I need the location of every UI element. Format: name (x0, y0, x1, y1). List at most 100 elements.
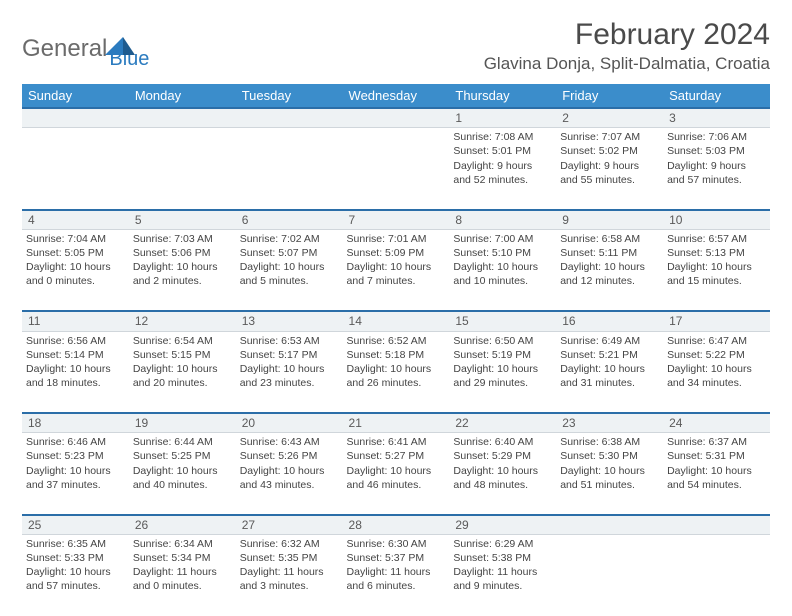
day-number: 12 (129, 311, 236, 331)
sunrise-line: Sunrise: 6:56 AM (26, 334, 125, 348)
day-number: 17 (663, 311, 770, 331)
sunset-line: Sunset: 5:23 PM (26, 449, 125, 463)
daylight-line-2: and 2 minutes. (133, 274, 232, 288)
day-number: 18 (22, 413, 129, 433)
day-number: 2 (556, 108, 663, 128)
day-cell: Sunrise: 6:52 AMSunset: 5:18 PMDaylight:… (343, 331, 450, 413)
day-number-row: 45678910 (22, 210, 770, 230)
sunset-line: Sunset: 5:38 PM (453, 551, 552, 565)
daylight-line-1: Daylight: 10 hours (667, 464, 766, 478)
day-cell (22, 128, 129, 210)
sunrise-line: Sunrise: 6:50 AM (453, 334, 552, 348)
day-number: 28 (343, 515, 450, 535)
day-number: 10 (663, 210, 770, 230)
sunrise-line: Sunrise: 7:06 AM (667, 130, 766, 144)
day-cell: Sunrise: 7:00 AMSunset: 5:10 PMDaylight:… (449, 229, 556, 311)
daylight-line-2: and 18 minutes. (26, 376, 125, 390)
sunset-line: Sunset: 5:26 PM (240, 449, 339, 463)
weekday-header: Tuesday (236, 84, 343, 108)
day-number: 23 (556, 413, 663, 433)
day-data-row: Sunrise: 6:56 AMSunset: 5:14 PMDaylight:… (22, 331, 770, 413)
sunset-line: Sunset: 5:05 PM (26, 246, 125, 260)
sunrise-line: Sunrise: 7:08 AM (453, 130, 552, 144)
daylight-line-1: Daylight: 10 hours (453, 362, 552, 376)
daylight-line-2: and 12 minutes. (560, 274, 659, 288)
daylight-line-1: Daylight: 10 hours (667, 260, 766, 274)
day-cell: Sunrise: 7:01 AMSunset: 5:09 PMDaylight:… (343, 229, 450, 311)
sunrise-line: Sunrise: 6:32 AM (240, 537, 339, 551)
daylight-line-1: Daylight: 10 hours (560, 362, 659, 376)
day-cell: Sunrise: 6:38 AMSunset: 5:30 PMDaylight:… (556, 433, 663, 515)
day-cell: Sunrise: 6:56 AMSunset: 5:14 PMDaylight:… (22, 331, 129, 413)
day-number (663, 515, 770, 535)
day-number: 6 (236, 210, 343, 230)
daylight-line-2: and 40 minutes. (133, 478, 232, 492)
day-number: 21 (343, 413, 450, 433)
day-number: 5 (129, 210, 236, 230)
sunrise-line: Sunrise: 7:01 AM (347, 232, 446, 246)
daylight-line-2: and 51 minutes. (560, 478, 659, 492)
daylight-line-1: Daylight: 10 hours (26, 260, 125, 274)
sunrise-line: Sunrise: 6:49 AM (560, 334, 659, 348)
daylight-line-1: Daylight: 11 hours (453, 565, 552, 579)
daylight-line-2: and 46 minutes. (347, 478, 446, 492)
day-number: 7 (343, 210, 450, 230)
daylight-line-2: and 54 minutes. (667, 478, 766, 492)
day-cell (129, 128, 236, 210)
day-cell: Sunrise: 6:35 AMSunset: 5:33 PMDaylight:… (22, 534, 129, 616)
daylight-line-1: Daylight: 10 hours (453, 260, 552, 274)
daylight-line-1: Daylight: 11 hours (347, 565, 446, 579)
daylight-line-2: and 0 minutes. (133, 579, 232, 593)
sunrise-line: Sunrise: 6:47 AM (667, 334, 766, 348)
sunrise-line: Sunrise: 7:02 AM (240, 232, 339, 246)
daylight-line-1: Daylight: 10 hours (560, 464, 659, 478)
daylight-line-1: Daylight: 9 hours (560, 159, 659, 173)
weekday-header: Monday (129, 84, 236, 108)
day-cell: Sunrise: 6:54 AMSunset: 5:15 PMDaylight:… (129, 331, 236, 413)
day-cell: Sunrise: 7:07 AMSunset: 5:02 PMDaylight:… (556, 128, 663, 210)
daylight-line-1: Daylight: 10 hours (240, 260, 339, 274)
daylight-line-2: and 37 minutes. (26, 478, 125, 492)
daylight-line-1: Daylight: 10 hours (667, 362, 766, 376)
location-text: Glavina Donja, Split-Dalmatia, Croatia (484, 54, 770, 74)
daylight-line-2: and 20 minutes. (133, 376, 232, 390)
daylight-line-2: and 29 minutes. (453, 376, 552, 390)
sunset-line: Sunset: 5:09 PM (347, 246, 446, 260)
day-number: 14 (343, 311, 450, 331)
sunrise-line: Sunrise: 6:41 AM (347, 435, 446, 449)
day-number (343, 108, 450, 128)
daylight-line-2: and 34 minutes. (667, 376, 766, 390)
day-number-row: 2526272829 (22, 515, 770, 535)
daylight-line-2: and 31 minutes. (560, 376, 659, 390)
daylight-line-1: Daylight: 10 hours (347, 464, 446, 478)
day-number: 20 (236, 413, 343, 433)
daylight-line-2: and 7 minutes. (347, 274, 446, 288)
day-cell: Sunrise: 7:04 AMSunset: 5:05 PMDaylight:… (22, 229, 129, 311)
day-number: 26 (129, 515, 236, 535)
day-cell: Sunrise: 6:57 AMSunset: 5:13 PMDaylight:… (663, 229, 770, 311)
sunset-line: Sunset: 5:07 PM (240, 246, 339, 260)
day-number: 8 (449, 210, 556, 230)
daylight-line-1: Daylight: 10 hours (26, 565, 125, 579)
sunset-line: Sunset: 5:33 PM (26, 551, 125, 565)
sunrise-line: Sunrise: 7:04 AM (26, 232, 125, 246)
day-number: 25 (22, 515, 129, 535)
day-number: 19 (129, 413, 236, 433)
daylight-line-1: Daylight: 10 hours (240, 464, 339, 478)
day-number: 11 (22, 311, 129, 331)
calendar-head: SundayMondayTuesdayWednesdayThursdayFrid… (22, 84, 770, 108)
daylight-line-2: and 5 minutes. (240, 274, 339, 288)
day-number-row: 123 (22, 108, 770, 128)
sunset-line: Sunset: 5:13 PM (667, 246, 766, 260)
daylight-line-2: and 48 minutes. (453, 478, 552, 492)
day-cell: Sunrise: 7:02 AMSunset: 5:07 PMDaylight:… (236, 229, 343, 311)
sunrise-line: Sunrise: 6:57 AM (667, 232, 766, 246)
day-cell: Sunrise: 7:08 AMSunset: 5:01 PMDaylight:… (449, 128, 556, 210)
daylight-line-2: and 52 minutes. (453, 173, 552, 187)
day-cell: Sunrise: 6:58 AMSunset: 5:11 PMDaylight:… (556, 229, 663, 311)
day-cell: Sunrise: 6:50 AMSunset: 5:19 PMDaylight:… (449, 331, 556, 413)
sunrise-line: Sunrise: 6:58 AM (560, 232, 659, 246)
weekday-header: Thursday (449, 84, 556, 108)
daylight-line-1: Daylight: 10 hours (347, 260, 446, 274)
sunrise-line: Sunrise: 6:53 AM (240, 334, 339, 348)
